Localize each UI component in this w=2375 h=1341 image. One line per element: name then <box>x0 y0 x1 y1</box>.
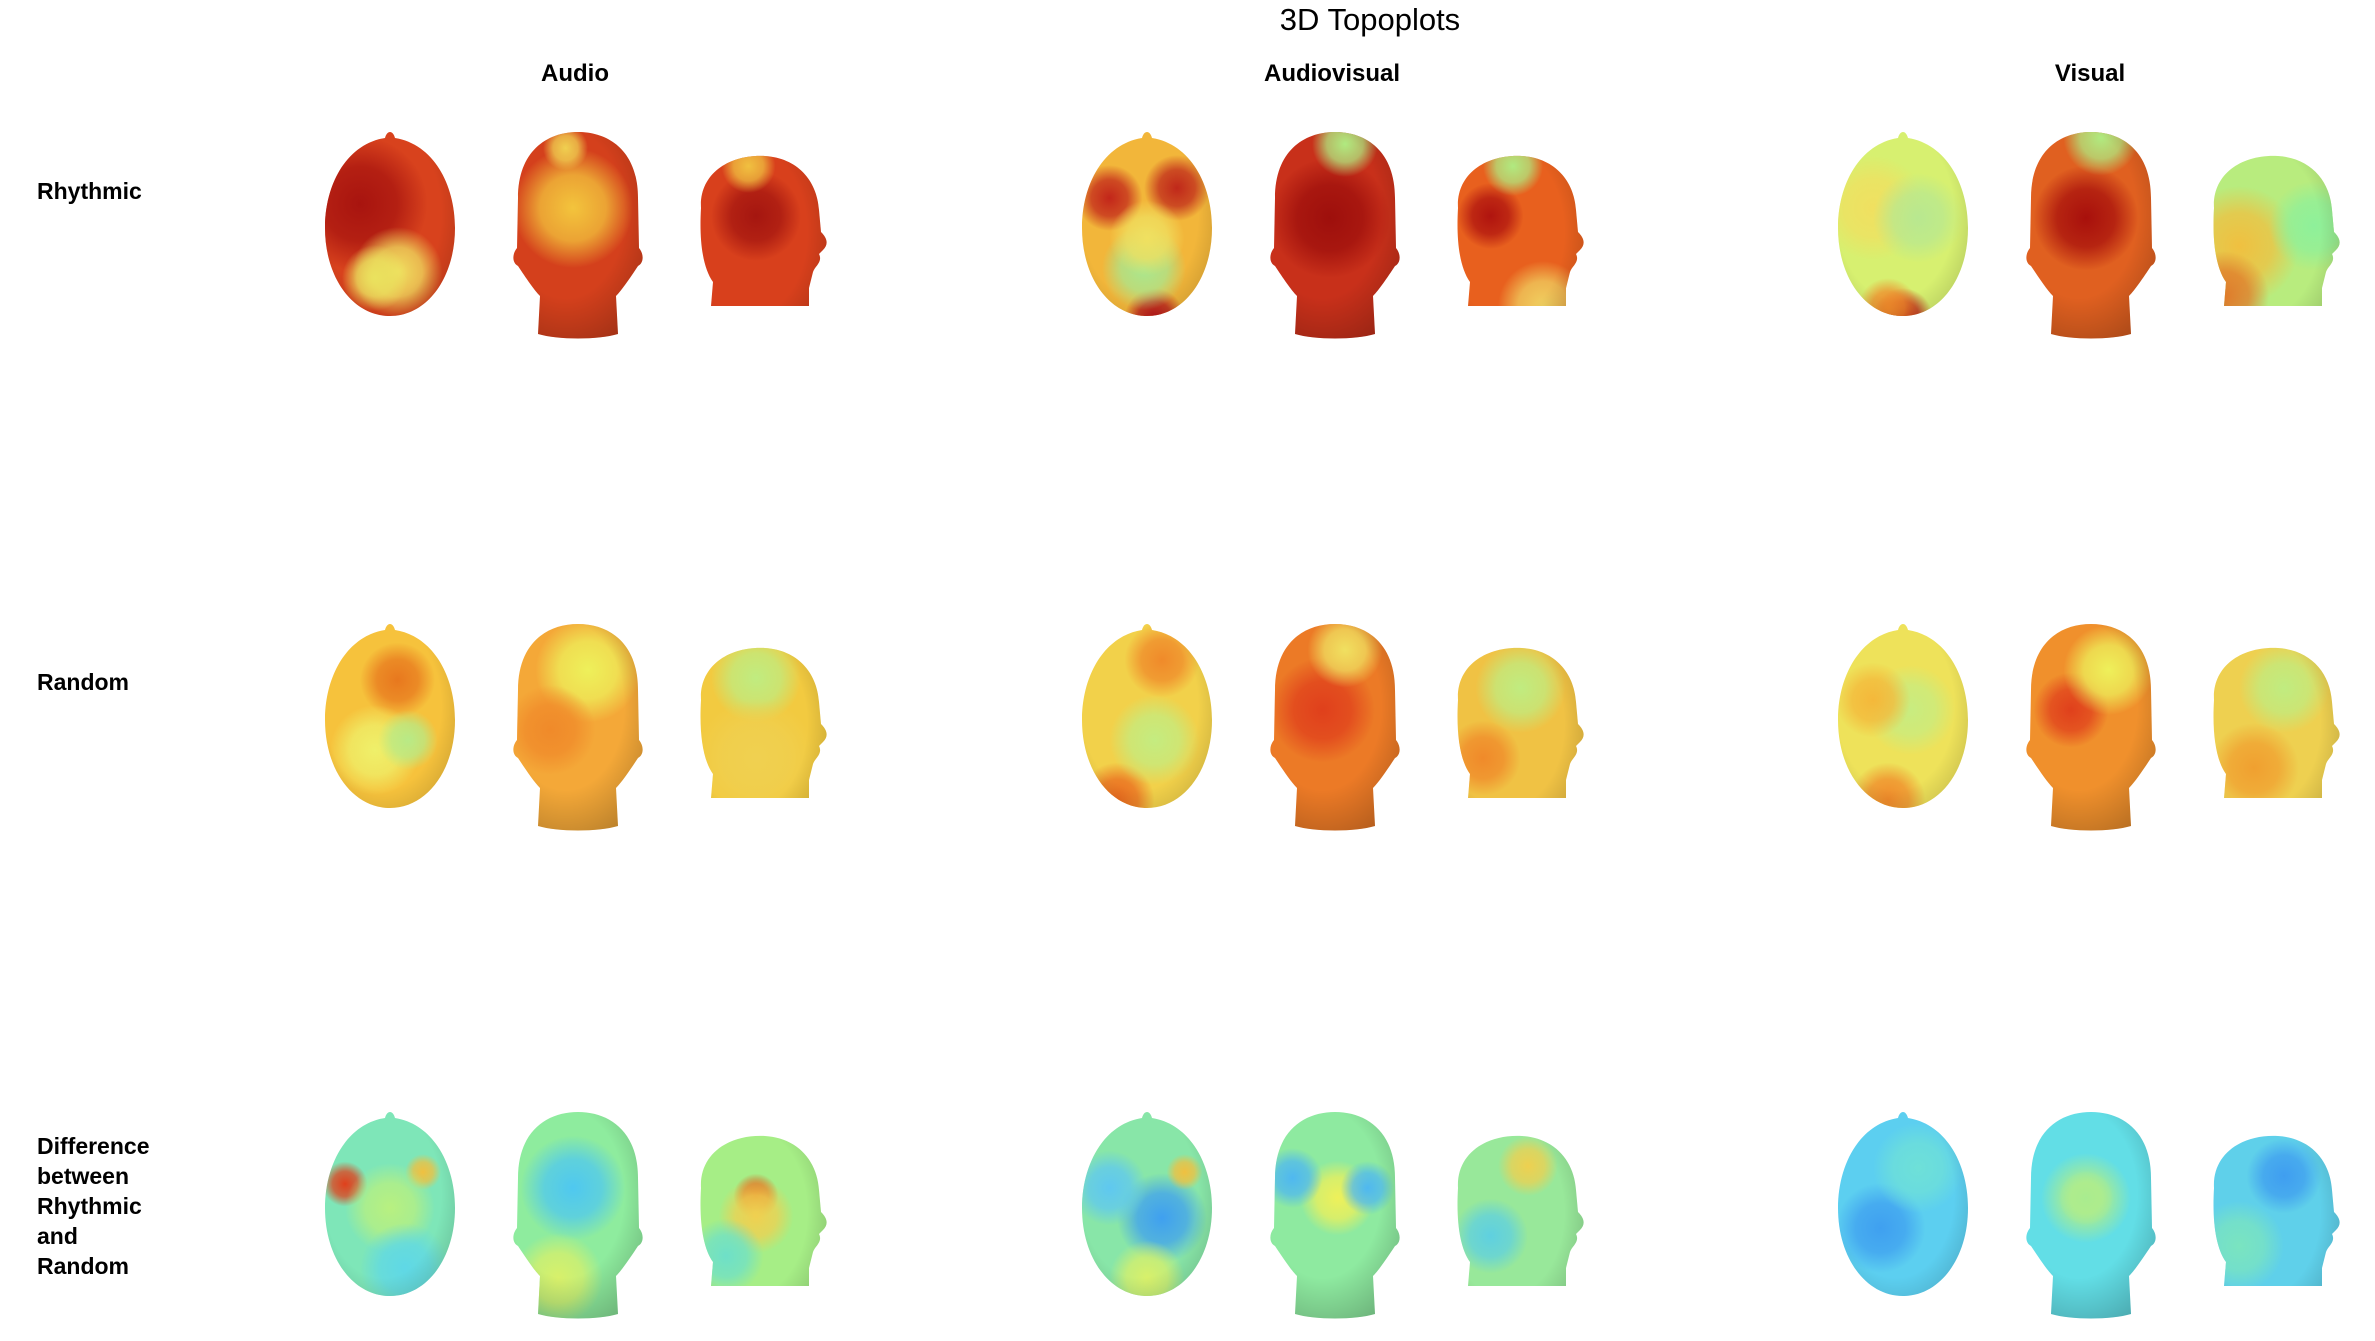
rhythmic-audio-back-view-topoplot <box>513 132 643 339</box>
rhythmic-audio-top-view-topoplot <box>325 132 455 316</box>
random-visual-top-view-topoplot <box>1838 624 1968 808</box>
difference-audiovisual-back-view-topoplot <box>1270 1112 1400 1319</box>
row-label-difference: Difference between Rhythmic and Random <box>37 1131 149 1281</box>
rhythmic-visual-top-view-topoplot <box>1838 132 1968 316</box>
difference-audio-back-view-topoplot <box>513 1112 643 1319</box>
column-label-audio: Audio <box>541 60 609 87</box>
difference-audio-top-view-topoplot <box>325 1112 455 1296</box>
rhythmic-audiovisual-back-view-topoplot <box>1270 132 1400 339</box>
difference-audiovisual-side-view-topoplot <box>1457 1135 1584 1286</box>
random-audiovisual-side-view-topoplot <box>1457 647 1584 798</box>
column-label-visual: Visual <box>2054 60 2126 87</box>
random-visual-back-view-topoplot <box>2026 624 2156 831</box>
rhythmic-audiovisual-side-view-topoplot <box>1457 155 1584 306</box>
figure-title: 3D Topoplots <box>1279 2 1461 37</box>
random-audio-side-view-topoplot <box>700 647 827 798</box>
random-audiovisual-top-view-topoplot <box>1082 624 1212 808</box>
row-label-rhythmic: Rhythmic <box>37 176 142 206</box>
random-audio-back-view-topoplot <box>513 624 643 831</box>
rhythmic-visual-back-view-topoplot <box>2026 132 2156 339</box>
row-label-line: Rhythmic <box>37 178 142 204</box>
row-label-line: Rhythmic <box>37 1193 142 1219</box>
difference-visual-side-view-topoplot <box>2213 1135 2340 1286</box>
random-audiovisual-back-view-topoplot <box>1270 624 1400 831</box>
row-label-random: Random <box>37 667 129 697</box>
rhythmic-audiovisual-top-view-topoplot <box>1082 132 1212 316</box>
difference-visual-top-view-topoplot <box>1838 1112 1968 1296</box>
row-label-line: Difference <box>37 1133 150 1159</box>
rhythmic-audio-side-view-topoplot <box>700 155 827 306</box>
rhythmic-visual-side-view-topoplot <box>2213 155 2340 306</box>
row-label-line: Random <box>37 1253 129 1279</box>
random-audio-top-view-topoplot <box>325 624 455 808</box>
column-label-audiovisual: Audiovisual <box>1263 60 1401 87</box>
row-label-line: between <box>37 1163 130 1189</box>
difference-audio-side-view-topoplot <box>700 1135 827 1286</box>
row-label-line: and <box>37 1223 78 1249</box>
random-visual-side-view-topoplot <box>2213 647 2340 798</box>
difference-audiovisual-top-view-topoplot <box>1082 1112 1212 1296</box>
difference-visual-back-view-topoplot <box>2026 1112 2156 1319</box>
row-label-line: Random <box>37 669 129 695</box>
